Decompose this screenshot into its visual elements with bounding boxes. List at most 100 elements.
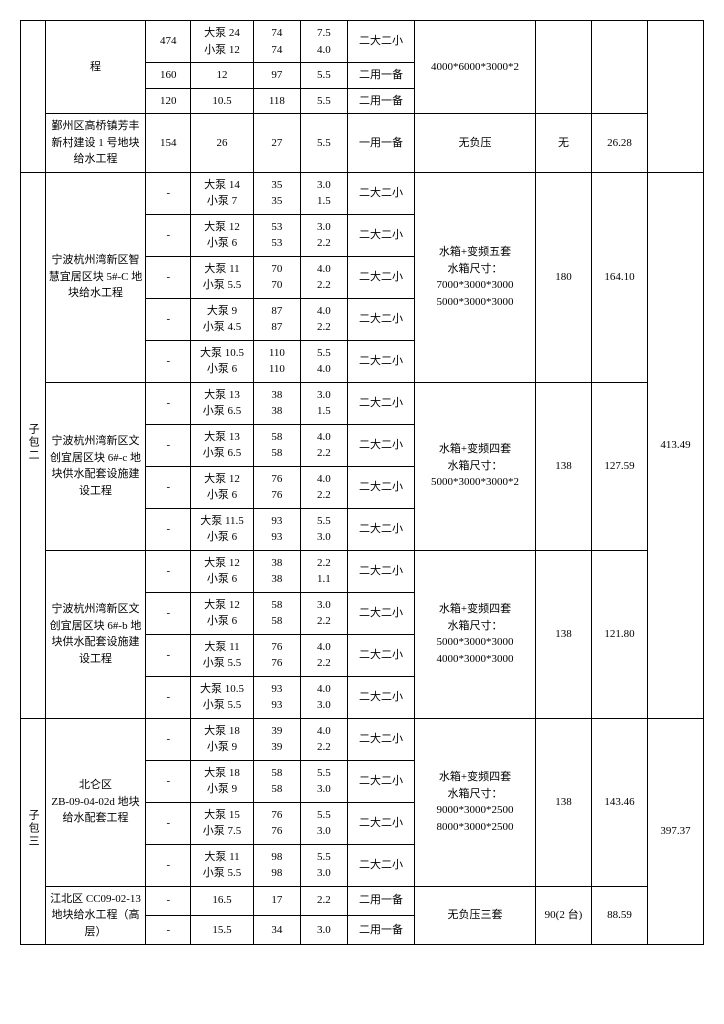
cell: 二用一备 <box>347 63 414 89</box>
proj-cell: 宁波杭州湾新区文创宜居区块 6#-c 地块供水配套设施建设工程 <box>45 382 146 550</box>
cell <box>591 21 647 114</box>
cell: 5.5 <box>300 63 347 89</box>
cell: 3838 <box>253 382 300 424</box>
cell: 138 <box>535 718 591 886</box>
cell: 大泵 13小泵 6.5 <box>191 424 254 466</box>
pkg-cell: 子包二 <box>21 172 46 718</box>
cell: 大泵 18小泵 9 <box>191 760 254 802</box>
cell: 水箱+变频四套 水箱尺寸： 5000*3000*3000*2 <box>415 382 536 550</box>
cell: 4.02.2 <box>300 634 347 676</box>
cell: 118 <box>253 88 300 114</box>
cell: 5.53.0 <box>300 508 347 550</box>
cell: 154 <box>146 114 191 173</box>
cell: - <box>146 340 191 382</box>
cell: 大泵 11小泵 5.5 <box>191 634 254 676</box>
cell: 水箱+变频四套 水箱尺寸： 9000*3000*2500 8000*3000*2… <box>415 718 536 886</box>
cell: 大泵 11小泵 5.5 <box>191 256 254 298</box>
cell: 12 <box>191 63 254 89</box>
cell: 二大二小 <box>347 214 414 256</box>
cell: - <box>146 844 191 886</box>
cell: - <box>146 550 191 592</box>
cell: 5353 <box>253 214 300 256</box>
cell: 5858 <box>253 424 300 466</box>
cell: 3.01.5 <box>300 172 347 214</box>
table-row: 子包二 宁波杭州湾新区智慧宜居区块 5#-C 地块给水工程 - 大泵 14小泵 … <box>21 172 704 214</box>
cell: 17 <box>253 886 300 915</box>
cell: 15.5 <box>191 915 254 944</box>
cell: 180 <box>535 172 591 382</box>
cell: - <box>146 256 191 298</box>
cell: 无 <box>535 114 591 173</box>
cell: 3939 <box>253 718 300 760</box>
cell: 3535 <box>253 172 300 214</box>
cell: 7474 <box>253 21 300 63</box>
cell: 二大二小 <box>347 634 414 676</box>
table-row: 宁波杭州湾新区文创宜居区块 6#-b 地块供水配套设施建设工程 - 大泵 12小… <box>21 550 704 592</box>
cell: 大泵 11.5小泵 6 <box>191 508 254 550</box>
cell: 10.5 <box>191 88 254 114</box>
pkg-cell: 子包三 <box>21 718 46 945</box>
cell: 二大二小 <box>347 508 414 550</box>
cell: 5.54.0 <box>300 340 347 382</box>
table-row: 宁波杭州湾新区文创宜居区块 6#-c 地块供水配套设施建设工程 - 大泵 13小… <box>21 382 704 424</box>
cell: 水箱+变频四套 水箱尺寸： 5000*3000*3000 4000*3000*3… <box>415 550 536 718</box>
cell: 4.02.2 <box>300 424 347 466</box>
cell: 水箱+变频五套 水箱尺寸： 7000*3000*3000 5000*3000*3… <box>415 172 536 382</box>
cell: 4.02.2 <box>300 256 347 298</box>
cell: - <box>146 760 191 802</box>
cell: 7676 <box>253 634 300 676</box>
cell: 3.02.2 <box>300 592 347 634</box>
cell: - <box>146 634 191 676</box>
cell: 二用一备 <box>347 88 414 114</box>
cell: 5.53.0 <box>300 802 347 844</box>
cell: 3.0 <box>300 915 347 944</box>
cell: 二大二小 <box>347 172 414 214</box>
pkg-cell <box>21 21 46 173</box>
cell: 9393 <box>253 508 300 550</box>
cell: 9393 <box>253 676 300 718</box>
cell: 7676 <box>253 802 300 844</box>
cell: 2.21.1 <box>300 550 347 592</box>
cell: 大泵 18小泵 9 <box>191 718 254 760</box>
cell: 二大二小 <box>347 718 414 760</box>
cell: 二大二小 <box>347 382 414 424</box>
cell: 二大二小 <box>347 298 414 340</box>
cell: 5.53.0 <box>300 844 347 886</box>
cell: 5858 <box>253 760 300 802</box>
cell: 97 <box>253 63 300 89</box>
cell: 二大二小 <box>347 802 414 844</box>
cell: 7.54.0 <box>300 21 347 63</box>
cell: - <box>146 508 191 550</box>
cell: 16.5 <box>191 886 254 915</box>
cell: 160 <box>146 63 191 89</box>
cell: 大泵 14小泵 7 <box>191 172 254 214</box>
cell: 二大二小 <box>347 592 414 634</box>
cell: 二大二小 <box>347 760 414 802</box>
cell: 大泵 10.5小泵 6 <box>191 340 254 382</box>
cell: 二大二小 <box>347 676 414 718</box>
cell: - <box>146 718 191 760</box>
cell: - <box>146 466 191 508</box>
spec-table: 程 474 大泵 24小泵 12 7474 7.54.0 二大二小 4000*6… <box>20 20 704 945</box>
proj-cell: 程 <box>45 21 146 114</box>
cell: - <box>146 382 191 424</box>
cell: 34 <box>253 915 300 944</box>
cell: 大泵 12小泵 6 <box>191 550 254 592</box>
cell: 8787 <box>253 298 300 340</box>
cell: 90(2 台) <box>535 886 591 945</box>
cell: 138 <box>535 550 591 718</box>
cell: 7070 <box>253 256 300 298</box>
cell: 127.59 <box>591 382 647 550</box>
cell: 二用一备 <box>347 886 414 915</box>
cell: 大泵 12小泵 6 <box>191 214 254 256</box>
proj-cell: 江北区 CC09-02-13 地块给水工程（高层） <box>45 886 146 945</box>
cell <box>647 21 703 173</box>
cell: 二大二小 <box>347 844 414 886</box>
cell: 二大二小 <box>347 550 414 592</box>
cell: 一用一备 <box>347 114 414 173</box>
cell: 4000*6000*3000*2 <box>415 21 536 114</box>
cell: - <box>146 172 191 214</box>
cell: 二用一备 <box>347 915 414 944</box>
cell: 二大二小 <box>347 466 414 508</box>
table-row: 程 474 大泵 24小泵 12 7474 7.54.0 二大二小 4000*6… <box>21 21 704 63</box>
